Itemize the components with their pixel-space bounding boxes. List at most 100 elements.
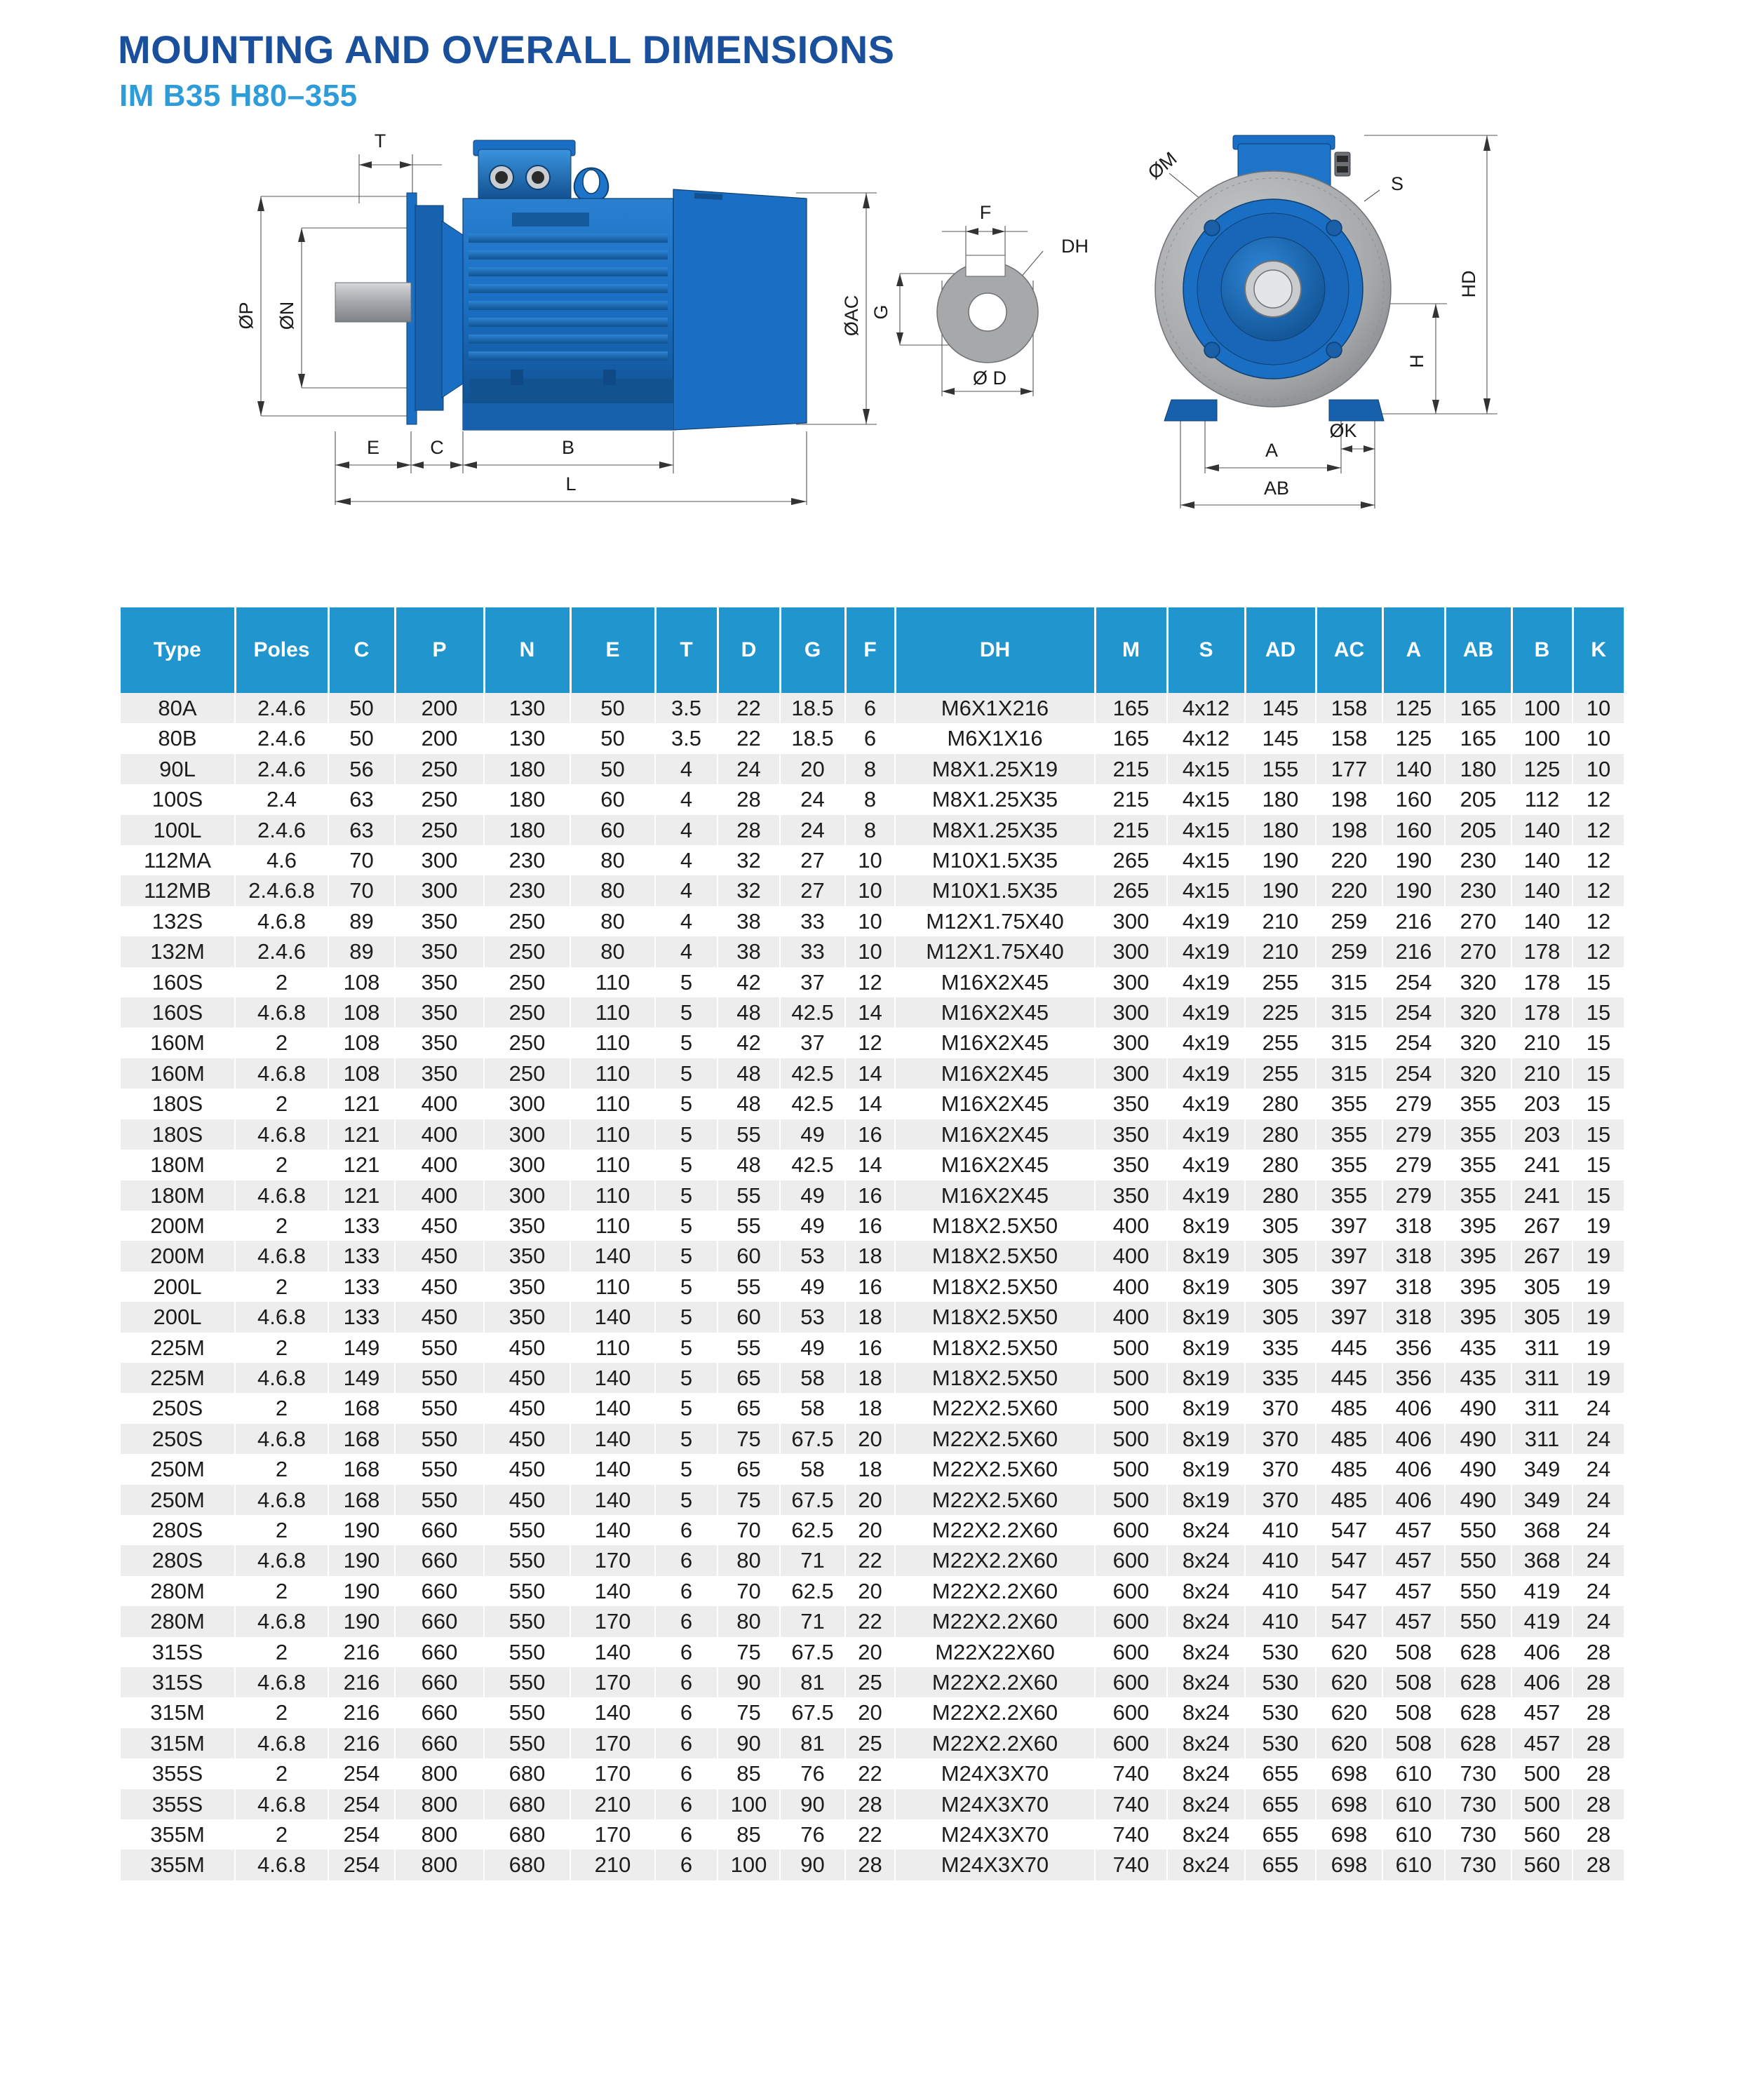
cell-f: 20 [845, 1575, 896, 1607]
cell-g: 27 [780, 845, 846, 876]
cell-b: 349 [1511, 1484, 1573, 1515]
label-HD: HD [1458, 271, 1479, 298]
cell-t: 6 [655, 1667, 718, 1698]
cell-poles: 2.4.6 [235, 814, 329, 846]
cell-ad: 335 [1245, 1362, 1317, 1394]
cell-d: 60 [718, 1302, 781, 1333]
cell-s: 4x15 [1167, 845, 1246, 876]
cell-b: 560 [1511, 1850, 1573, 1880]
cell-ab: 730 [1445, 1758, 1512, 1789]
cell-s: 4x19 [1167, 1089, 1246, 1119]
cell-s: 4x19 [1167, 1180, 1246, 1211]
motor-front-view-drawing: ØM S HD H ØK A AB [1144, 135, 1497, 509]
cell-g: 58 [780, 1393, 846, 1424]
cell-ad: 530 [1245, 1667, 1317, 1698]
table-row: 355S 2 254 800 680 170 6 85 76 22 M24X3X70 740 8x24 6… [121, 1758, 1624, 1789]
cell-type: 315M [121, 1728, 236, 1759]
cell-type: 100S [121, 784, 236, 815]
cell-t: 5 [655, 1150, 718, 1180]
cell-poles: 4.6.8 [235, 1728, 329, 1759]
cell-s: 4x19 [1167, 997, 1246, 1028]
cell-c: 254 [328, 1758, 396, 1789]
cell-ac: 355 [1316, 1089, 1383, 1119]
cell-ad: 225 [1245, 997, 1317, 1028]
cell-a: 508 [1382, 1667, 1446, 1698]
cell-a: 406 [1382, 1484, 1446, 1515]
cell-poles: 2 [235, 1210, 329, 1241]
cell-e: 60 [570, 814, 656, 846]
cell-k: 10 [1573, 693, 1624, 724]
cell-m: 600 [1095, 1667, 1168, 1698]
cell-ab: 355 [1445, 1150, 1512, 1180]
cell-ab: 435 [1445, 1332, 1512, 1363]
label-P: ØP [236, 302, 257, 329]
cell-d: 60 [718, 1241, 781, 1272]
cell-p: 350 [395, 967, 485, 998]
cell-s: 8x24 [1167, 1819, 1246, 1850]
cell-ab: 490 [1445, 1393, 1512, 1424]
cell-g: 18.5 [780, 723, 846, 754]
cell-m: 300 [1095, 997, 1168, 1028]
cell-ab: 165 [1445, 723, 1512, 754]
cell-a: 140 [1382, 753, 1446, 785]
cell-g: 37 [780, 1028, 846, 1058]
cell-k: 15 [1573, 1180, 1624, 1211]
cell-ad: 370 [1245, 1393, 1317, 1424]
cell-type: 112MB [121, 875, 236, 906]
cell-dh: M16X2X45 [895, 1180, 1096, 1211]
table-row: 200L 4.6.8 133 450 350 140 5 60 53 18 M18X2.5X50 40… [121, 1302, 1624, 1333]
cell-e: 210 [570, 1850, 656, 1880]
cell-p: 200 [395, 723, 485, 754]
cell-k: 10 [1573, 753, 1624, 785]
cell-g: 71 [780, 1606, 846, 1637]
cell-s: 8x19 [1167, 1423, 1246, 1455]
cell-k: 19 [1573, 1302, 1624, 1333]
cell-t: 5 [655, 1089, 718, 1119]
cell-n: 550 [484, 1636, 571, 1667]
cell-e: 140 [570, 1575, 656, 1607]
cell-m: 300 [1095, 1058, 1168, 1089]
cell-ad: 370 [1245, 1423, 1317, 1455]
cell-m: 215 [1095, 784, 1168, 815]
cell-e: 50 [570, 753, 656, 785]
cell-k: 24 [1573, 1606, 1624, 1637]
cell-p: 550 [395, 1484, 485, 1515]
shaft-cross-section-drawing: F DH G Ø D [870, 202, 1089, 396]
cell-m: 215 [1095, 814, 1168, 846]
cell-ac: 315 [1316, 1028, 1383, 1058]
column-header-m: M [1095, 607, 1169, 693]
cell-ad: 655 [1245, 1819, 1317, 1850]
cell-dh: M8X1.25X19 [895, 753, 1096, 785]
cell-poles: 4.6.8 [235, 1789, 329, 1820]
cell-p: 250 [395, 784, 485, 815]
cell-type: 355M [121, 1819, 236, 1850]
cell-ad: 180 [1245, 784, 1317, 815]
cell-k: 15 [1573, 997, 1624, 1028]
cell-f: 25 [845, 1728, 896, 1759]
cell-type: 160M [121, 1058, 236, 1089]
cell-n: 550 [484, 1575, 571, 1607]
cell-ac: 355 [1316, 1150, 1383, 1180]
cell-ab: 628 [1445, 1636, 1512, 1667]
cell-ac: 547 [1316, 1575, 1383, 1607]
cell-ad: 410 [1245, 1514, 1317, 1546]
cell-type: 160M [121, 1028, 236, 1058]
table-row: 280S 2 190 660 550 140 6 70 62.5 20 M22X2.2X60 600 8… [121, 1514, 1624, 1546]
table-row: 200M 2 133 450 350 110 5 55 49 16 M18X2.5X50 400 8x1… [121, 1210, 1624, 1241]
label-G: G [870, 304, 891, 319]
cell-ac: 397 [1316, 1241, 1383, 1272]
cell-t: 6 [655, 1545, 718, 1576]
cell-b: 305 [1511, 1271, 1573, 1302]
cell-dh: M16X2X45 [895, 1028, 1096, 1058]
cell-dh: M18X2.5X50 [895, 1362, 1096, 1394]
label-AC: ØAC [841, 295, 862, 337]
cell-a: 457 [1382, 1606, 1446, 1637]
cell-a: 406 [1382, 1393, 1446, 1424]
cell-k: 28 [1573, 1789, 1624, 1820]
cell-b: 203 [1511, 1119, 1573, 1150]
cell-ad: 335 [1245, 1332, 1317, 1363]
label-D: Ø D [973, 368, 1006, 389]
cell-d: 24 [718, 753, 781, 785]
table-row: 112MB 2.4.6.8 70 300 230 80 4 32 27 10 M10X1.5X35 2… [121, 875, 1624, 906]
cell-e: 50 [570, 723, 656, 754]
